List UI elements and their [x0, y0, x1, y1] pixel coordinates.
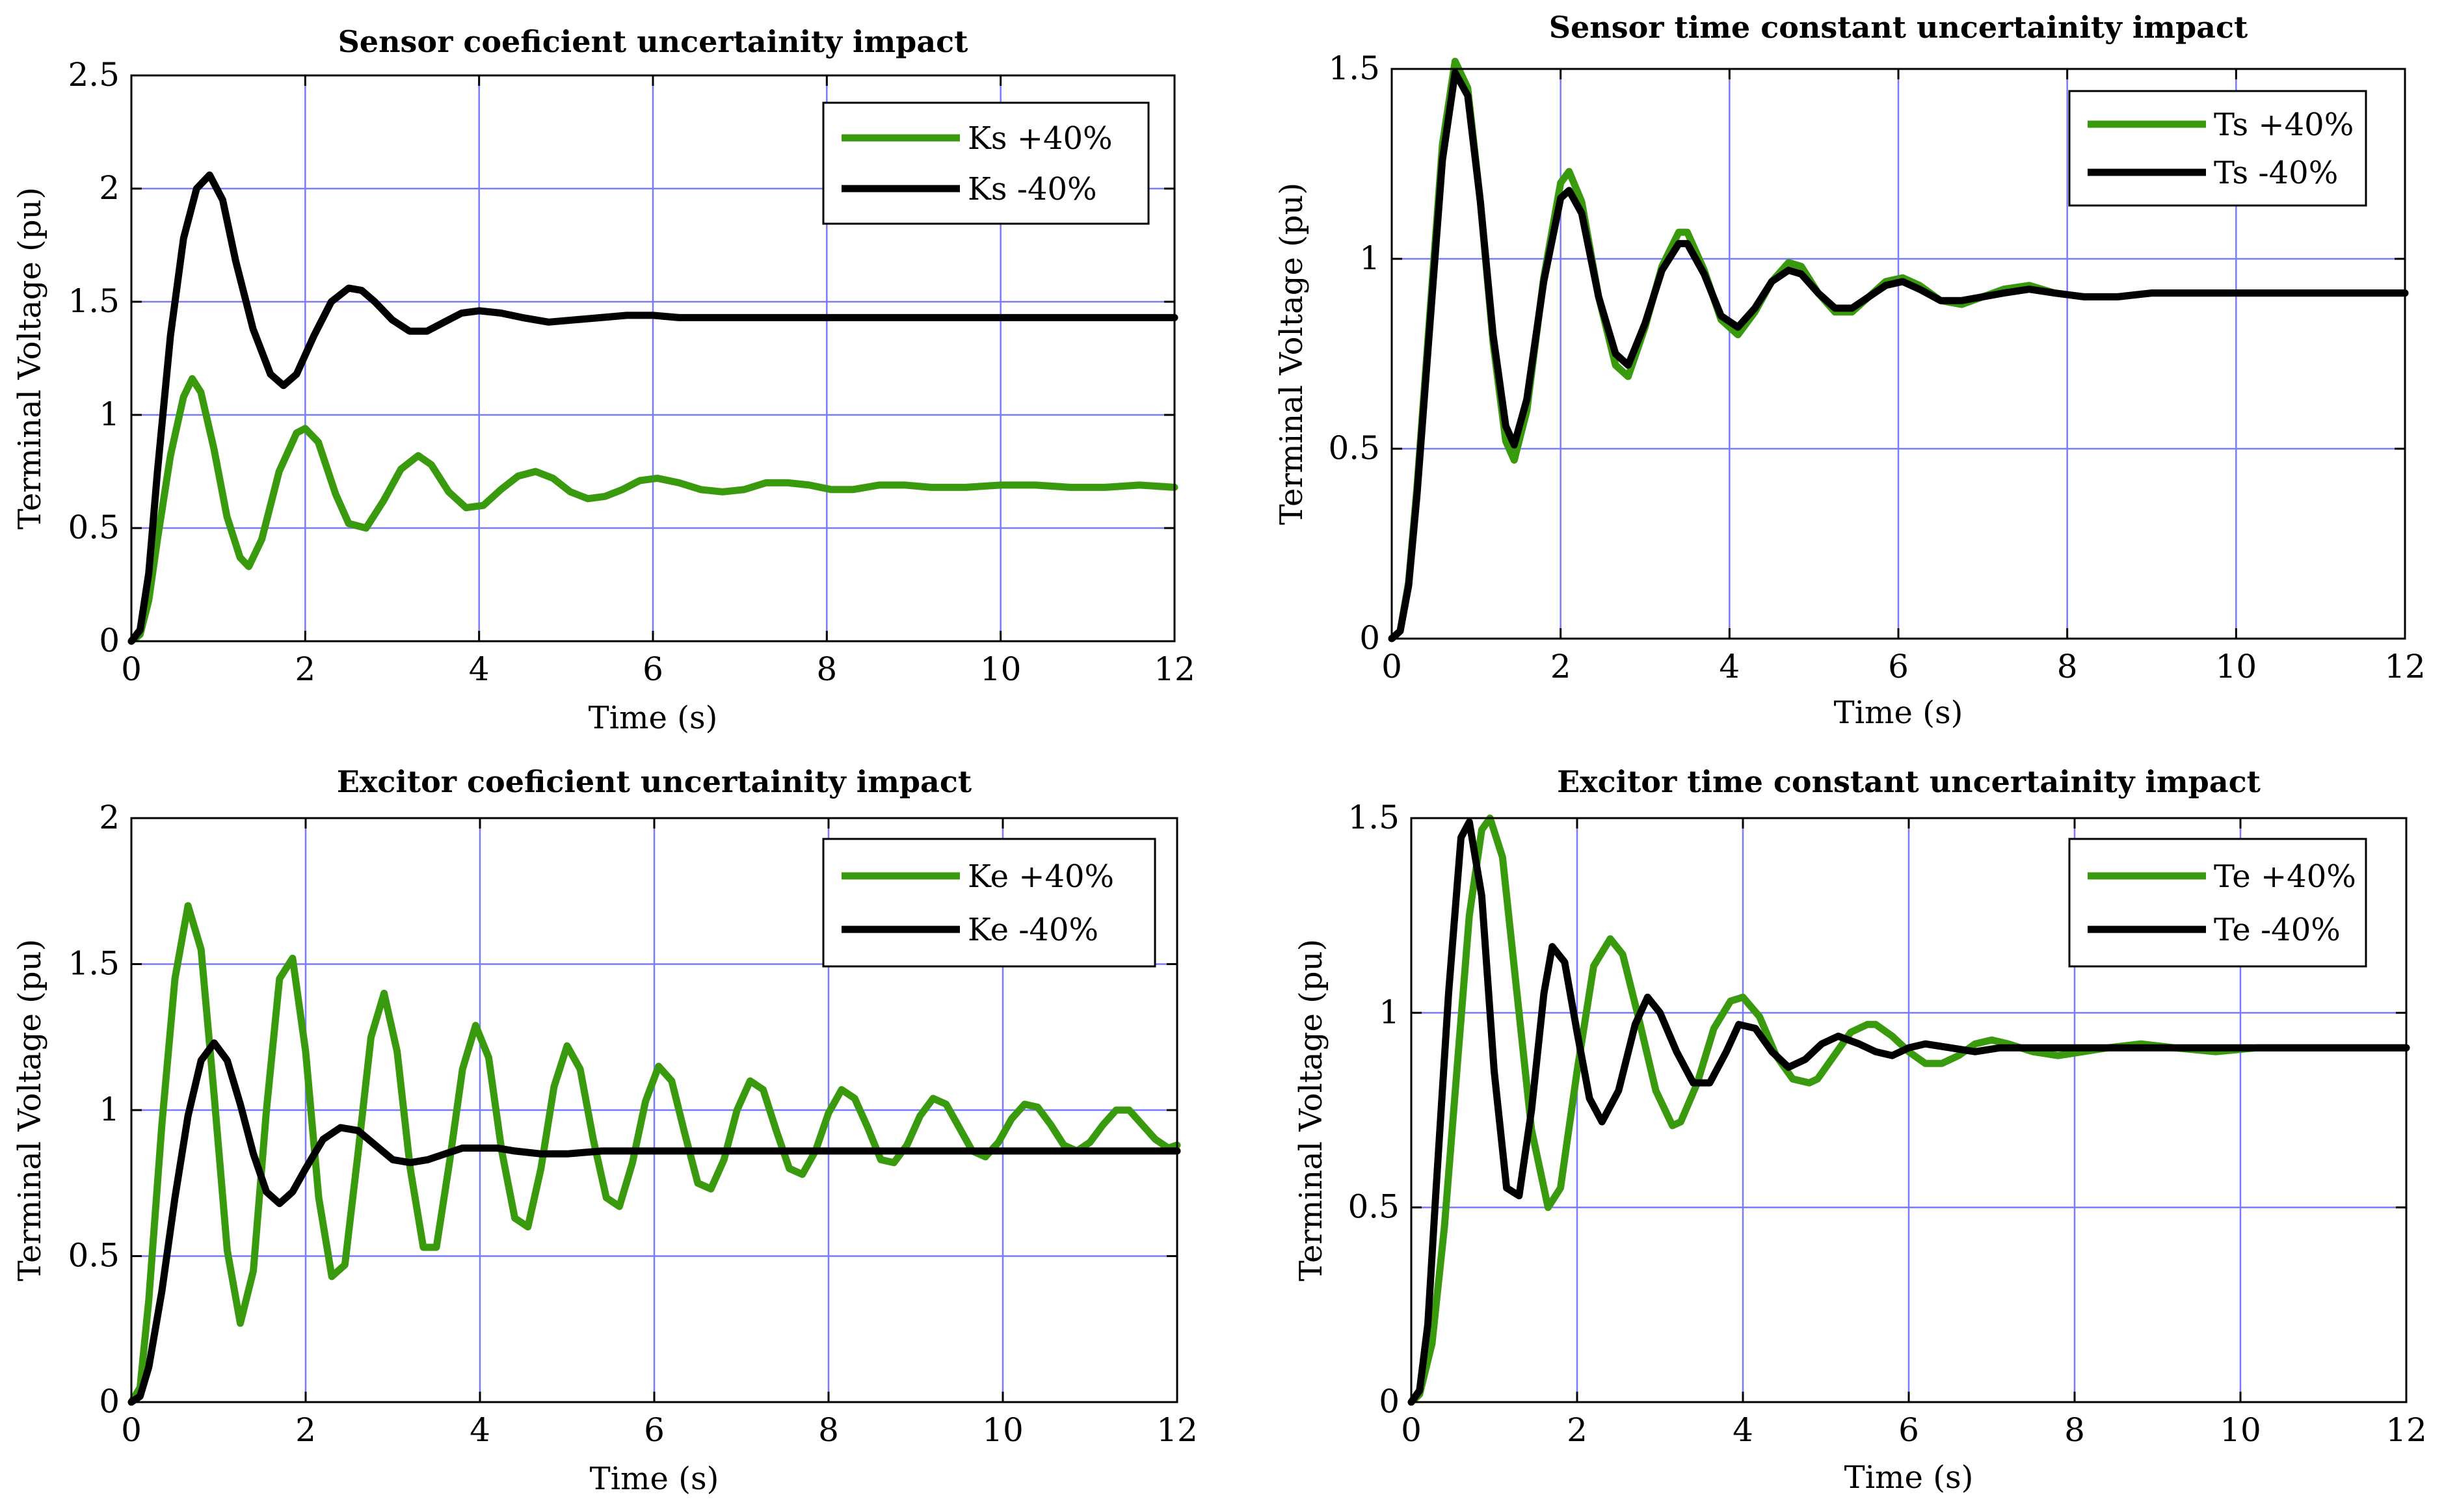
x-tick-label: 8 — [816, 650, 837, 688]
y-tick-label: 1 — [99, 395, 120, 433]
y-axis-label: Terminal Voltage (pu) — [1293, 939, 1329, 1282]
x-axis-label: Time (s) — [589, 700, 718, 736]
chart-panel-2: 0 2 4 6 8 10 12 0 0.5 1 1.5 Sensor time constant un… — [1273, 10, 2426, 731]
legend: Te +40% Te -40% — [2068, 838, 2367, 968]
y-tick-label: 1.5 — [1328, 49, 1380, 87]
legend-label-1: Ks +40% — [968, 120, 1113, 157]
x-tick-label: 12 — [2384, 648, 2426, 685]
y-tick-label: 1 — [99, 1091, 120, 1128]
y-tick-label: 0 — [1359, 619, 1380, 657]
legend: Ke +40% Ke -40% — [822, 838, 1156, 968]
y-tick-label: 1.5 — [1348, 799, 1400, 836]
y-tick-label: 0 — [99, 1383, 120, 1420]
series-line-2 — [127, 1039, 1181, 1406]
chart-title: Excitor time constant uncertainity impac… — [1557, 764, 2261, 799]
x-tick-label: 0 — [121, 650, 142, 688]
chart-panel-3: 0 2 4 6 8 10 12 0 0.5 1 1.5 2 Excitor coeficient unc… — [12, 764, 1198, 1497]
y-tick-label: 1.5 — [68, 282, 120, 320]
y-tick-label: 1.5 — [68, 945, 120, 983]
series-line-1 — [127, 902, 1181, 1406]
y-tick-label: 0 — [1379, 1383, 1400, 1420]
x-tick-label: 2 — [295, 650, 315, 688]
y-axis-label: Terminal Voltage (pu) — [1273, 183, 1310, 525]
chart-panel-4: 0 2 4 6 8 10 12 0 0.5 1 1.5 Excitor time constant u… — [1293, 764, 2427, 1496]
legend-label-1: Ts +40% — [2214, 107, 2354, 143]
chart-title: Excitor coeficient uncertainity impact — [337, 764, 972, 799]
x-tick-label: 2 — [1550, 648, 1571, 685]
x-tick-label: 10 — [982, 1411, 1024, 1449]
legend-label-2: Te -40% — [2214, 912, 2341, 948]
y-tick-label: 2 — [99, 169, 120, 207]
y-axis-label: Terminal Voltage (pu) — [12, 187, 48, 530]
x-tick-label: 4 — [1733, 1411, 1753, 1449]
series-line-2 — [127, 171, 1178, 645]
x-tick-label: 0 — [1401, 1411, 1422, 1449]
y-tick-label: 0.5 — [68, 509, 120, 546]
x-tick-label: 6 — [644, 1411, 665, 1449]
legend-label-1: Te +40% — [2214, 858, 2356, 895]
x-tick-label: 10 — [2216, 648, 2257, 685]
legend: Ks +40% Ks -40% — [822, 101, 1150, 225]
legend-label-2: Ts -40% — [2214, 155, 2338, 191]
x-tick-label: 12 — [2385, 1411, 2427, 1449]
y-tick-label: 1 — [1359, 239, 1380, 277]
y-tick-label: 0.5 — [1348, 1188, 1400, 1226]
x-tick-label: 4 — [1719, 648, 1740, 685]
legend-box — [2068, 90, 2367, 207]
chart-panel-1: 0 2 4 6 8 10 12 0 0.5 1 1.5 2 2.5 Sensor coeficient u… — [12, 24, 1195, 736]
chart-title: Sensor coeficient uncertainity impact — [338, 24, 969, 59]
x-tick-label: 6 — [1898, 1411, 1919, 1449]
legend-label-2: Ks -40% — [968, 171, 1097, 207]
x-tick-label: 4 — [470, 1411, 490, 1449]
x-axis-label: Time (s) — [1844, 1459, 1974, 1496]
y-axis-label: Terminal Voltage (pu) — [12, 939, 48, 1282]
legend: Ts +40% Ts -40% — [2068, 90, 2367, 207]
y-tick-label: 0.5 — [68, 1237, 120, 1275]
x-tick-label: 8 — [2057, 648, 2078, 685]
x-tick-label: 10 — [2220, 1411, 2261, 1449]
x-tick-label: 0 — [121, 1411, 142, 1449]
x-tick-label: 8 — [818, 1411, 839, 1449]
x-tick-label: 6 — [643, 650, 663, 688]
x-tick-label: 12 — [1156, 1411, 1198, 1449]
legend-label-2: Ke -40% — [968, 912, 1098, 948]
y-tick-label: 1 — [1379, 993, 1400, 1031]
series-line-2 — [1388, 69, 2409, 643]
series-line-2 — [1407, 818, 2410, 1406]
x-tick-label: 0 — [1381, 648, 1402, 685]
x-tick-label: 10 — [980, 650, 1022, 688]
legend-box — [822, 838, 1156, 968]
y-tick-label: 0.5 — [1328, 429, 1380, 467]
x-tick-label: 2 — [295, 1411, 316, 1449]
legend-label-1: Ke +40% — [968, 858, 1114, 895]
x-tick-label: 12 — [1154, 650, 1195, 688]
y-tick-label: 2.5 — [68, 56, 120, 94]
x-axis-label: Time (s) — [1834, 695, 1963, 731]
x-tick-label: 2 — [1567, 1411, 1587, 1449]
series-line-1 — [127, 375, 1178, 645]
y-tick-label: 0 — [99, 622, 120, 659]
y-tick-label: 2 — [99, 799, 120, 836]
x-tick-label: 4 — [469, 650, 490, 688]
x-axis-label: Time (s) — [590, 1461, 719, 1497]
legend-box — [822, 101, 1150, 225]
x-tick-label: 6 — [1888, 648, 1909, 685]
chart-title: Sensor time constant uncertainity impact — [1549, 10, 2248, 45]
legend-box — [2068, 838, 2367, 968]
x-tick-label: 8 — [2064, 1411, 2085, 1449]
